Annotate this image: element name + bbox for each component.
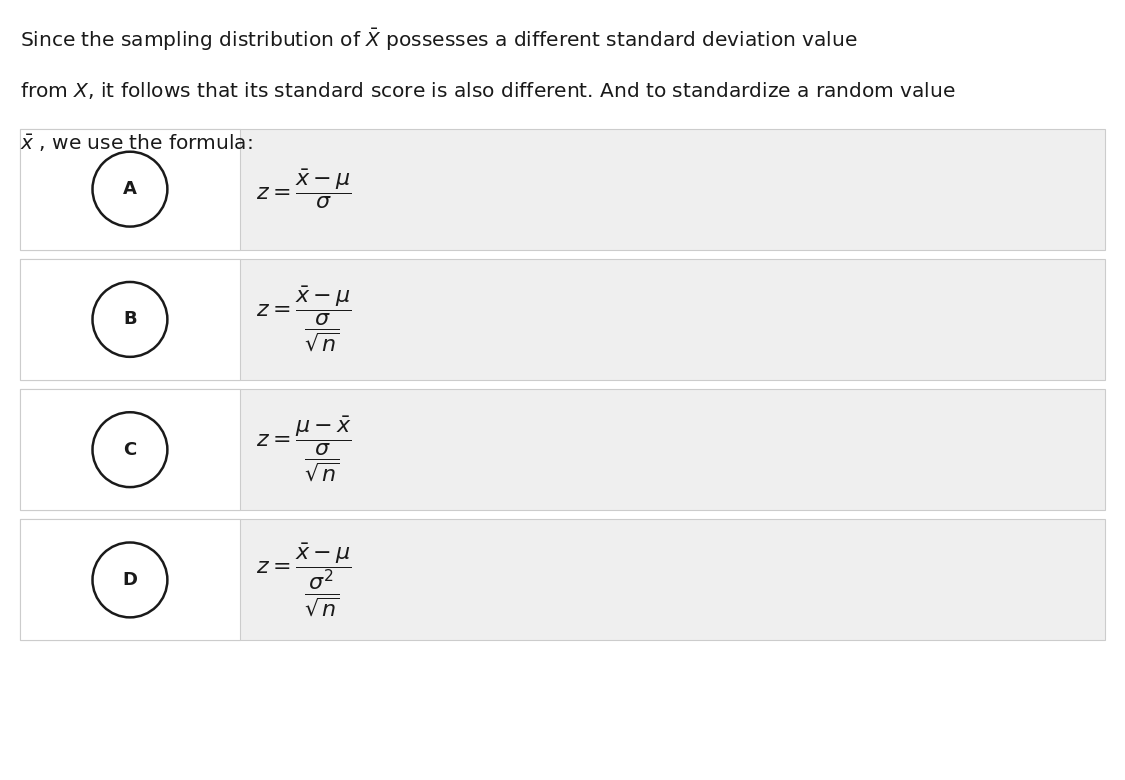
FancyBboxPatch shape: [20, 129, 240, 250]
Text: B: B: [123, 310, 137, 328]
Text: D: D: [123, 571, 137, 589]
Text: $z = \dfrac{\bar{x} - \mu}{\dfrac{\sigma^2}{\sqrt{n}}}$: $z = \dfrac{\bar{x} - \mu}{\dfrac{\sigma…: [256, 541, 352, 619]
FancyBboxPatch shape: [20, 389, 1105, 510]
Text: $z = \dfrac{\bar{x} - \mu}{\sigma}$: $z = \dfrac{\bar{x} - \mu}{\sigma}$: [256, 168, 352, 211]
FancyBboxPatch shape: [20, 519, 1105, 640]
Ellipse shape: [92, 413, 168, 488]
Text: C: C: [124, 441, 136, 459]
Text: $\bar{x}$ , we use the formula:: $\bar{x}$ , we use the formula:: [20, 133, 253, 154]
FancyBboxPatch shape: [20, 519, 240, 640]
Text: $z = \dfrac{\bar{x} - \mu}{\dfrac{\sigma}{\sqrt{n}}}$: $z = \dfrac{\bar{x} - \mu}{\dfrac{\sigma…: [256, 285, 352, 354]
FancyBboxPatch shape: [20, 129, 1105, 250]
Text: $z = \dfrac{\mu - \bar{x}}{\dfrac{\sigma}{\sqrt{n}}}$: $z = \dfrac{\mu - \bar{x}}{\dfrac{\sigma…: [256, 415, 352, 484]
Text: Since the sampling distribution of $\bar{X}$ possesses a different standard devi: Since the sampling distribution of $\bar…: [20, 27, 858, 53]
Text: from $X$, it follows that its standard score is also different. And to standardi: from $X$, it follows that its standard s…: [20, 80, 956, 101]
FancyBboxPatch shape: [20, 259, 1105, 380]
FancyBboxPatch shape: [20, 389, 240, 510]
Ellipse shape: [92, 543, 168, 618]
FancyBboxPatch shape: [20, 259, 240, 380]
Text: A: A: [123, 180, 137, 198]
Ellipse shape: [92, 282, 168, 357]
Ellipse shape: [92, 151, 168, 227]
